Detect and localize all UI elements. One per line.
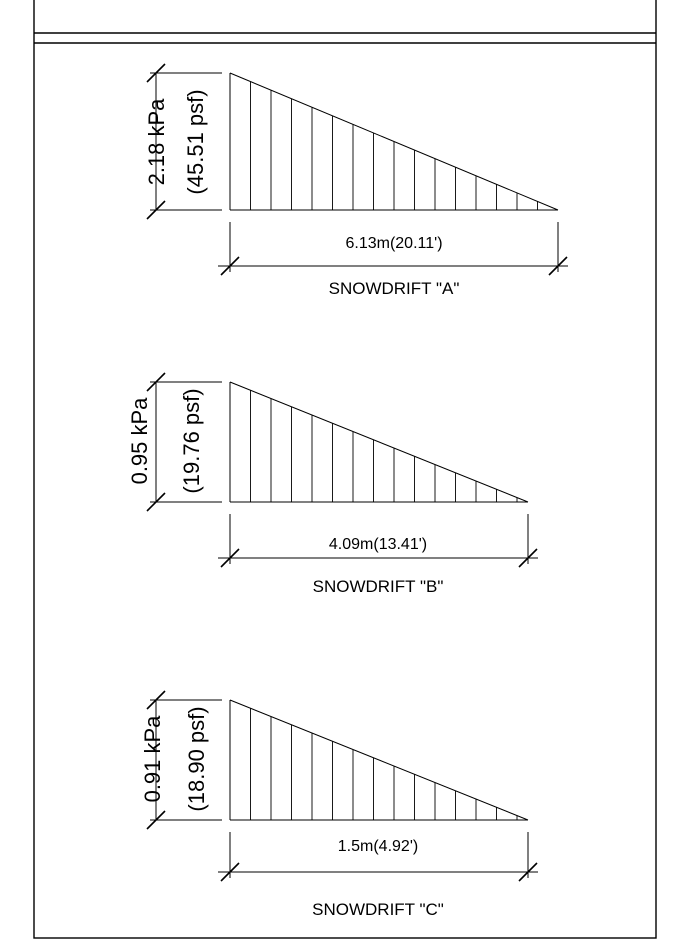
length-label-a: 6.13m(20.11') [345,235,442,252]
snowdrift-diagram-b: 0.95 kPa (19.76 psf) 4.09m(13.41') SNOWD… [127,373,538,596]
load-kpa-label-c: 0.91 kPa [140,715,165,803]
snowdrift-diagram-c: 0.91 kPa (18.90 psf) 1.5m(4.92') SNOWDRI… [140,691,538,919]
caption-b: SNOWDRIFT "B" [313,577,444,596]
load-kpa-label-b: 0.95 kPa [127,397,152,485]
snowdrift-diagram-a: 2.18 kPa (45.51 psf) 6.13m(20.11') SNOWD… [144,64,568,298]
caption-c: SNOWDRIFT "C" [312,900,444,919]
load-kpa-label-a: 2.18 kPa [144,98,169,186]
length-label-b: 4.09m(13.41') [329,536,427,553]
triangle-edge-slope [230,382,528,502]
load-triangle-b [230,382,528,502]
load-psf-label-c: (18.90 psf) [184,706,209,811]
length-label-c: 1.5m(4.92') [338,838,418,855]
load-triangle-a [230,73,558,210]
load-triangle-c [230,700,528,820]
load-psf-label-a: (45.51 psf) [183,89,208,194]
triangle-edge-slope [230,700,528,820]
load-psf-label-b: (19.76 psf) [179,388,204,493]
caption-a: SNOWDRIFT "A" [329,279,460,298]
